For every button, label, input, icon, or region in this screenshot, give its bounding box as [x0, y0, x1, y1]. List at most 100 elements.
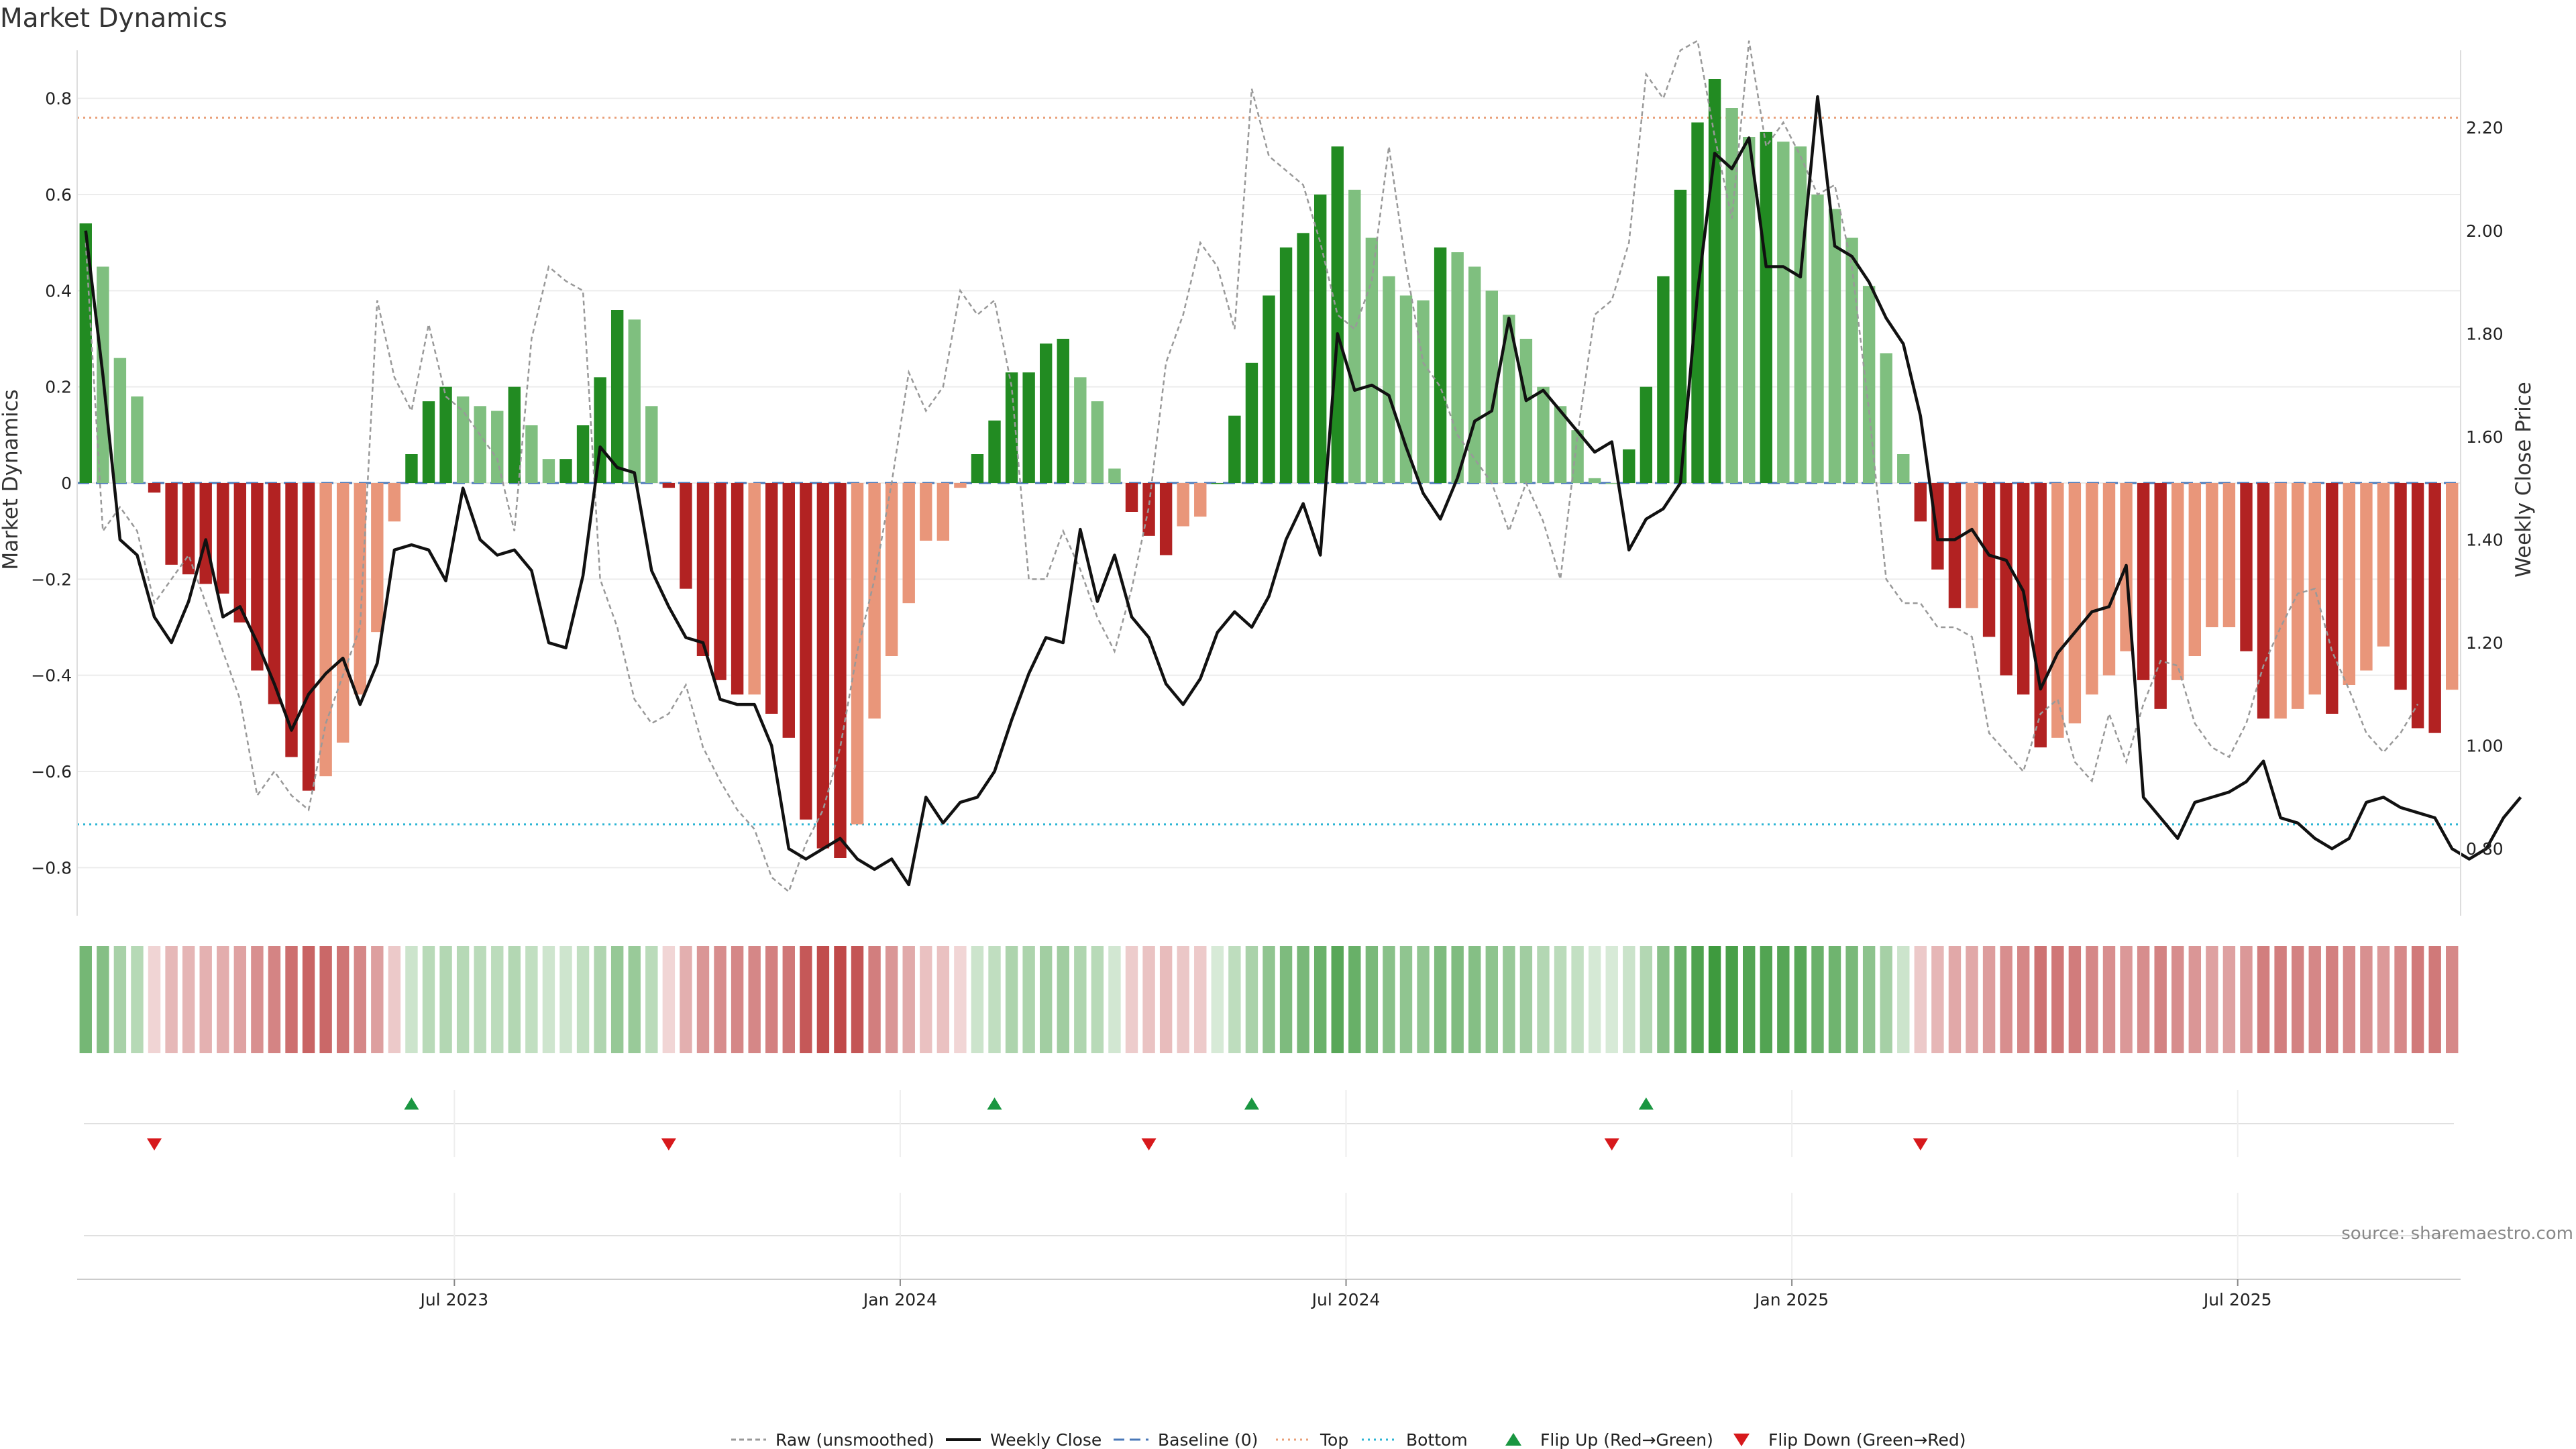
bar-126 [2240, 483, 2253, 651]
bar-8 [217, 483, 229, 594]
axes: 0.8 0.6 0.4 0.2 0 −0.2 −0.4 −0.6 −0.8 2.20 2.00 1.8… [31, 50, 2504, 916]
strip-cell-14 [319, 946, 332, 1053]
bar-37 [714, 483, 727, 680]
strip-cell-126 [2240, 946, 2253, 1053]
bar-122 [2171, 483, 2184, 680]
bar-138 [2446, 483, 2459, 690]
bar-11 [268, 483, 281, 704]
strip-cell-127 [2257, 946, 2270, 1053]
bar-69 [1263, 295, 1275, 483]
strip-cell-24 [491, 946, 504, 1053]
x-tick-label-3: Jan 2025 [1754, 1290, 1829, 1309]
strip-cell-60 [1108, 946, 1121, 1053]
legend-item-6: Flip Down (Green→Red) [1733, 1430, 1966, 1449]
bar-93 [1674, 189, 1687, 483]
strip-cell-83 [1503, 946, 1515, 1053]
y2-tick-label-1: 2.00 [2466, 221, 2504, 241]
bar-26 [525, 425, 538, 483]
bar-83 [1503, 315, 1515, 483]
bar-87 [1571, 430, 1584, 483]
strip-cell-9 [233, 946, 247, 1053]
y2-tick-label-0: 2.20 [2466, 118, 2504, 138]
strip-cell-69 [1263, 946, 1275, 1053]
strip-cell-109 [1948, 946, 1962, 1053]
strip-cell-77 [1399, 946, 1413, 1053]
strip-cell-117 [2086, 946, 2098, 1053]
strip-cell-132 [2343, 946, 2356, 1053]
bar-99 [1777, 142, 1790, 483]
bar-109 [1948, 483, 1962, 608]
bar-36 [696, 483, 710, 656]
strip-cell-42 [800, 946, 812, 1053]
bar-51 [954, 483, 967, 488]
bar-105 [1880, 353, 1892, 483]
strip-cell-67 [1228, 946, 1241, 1053]
bar-53 [988, 420, 1001, 483]
strip-cell-62 [1142, 946, 1155, 1053]
bar-22 [456, 396, 470, 483]
bar-0 [79, 223, 92, 483]
bar-48 [902, 483, 915, 604]
strip-cell-48 [902, 946, 915, 1053]
legend-label-2: Baseline (0) [1158, 1430, 1258, 1449]
strip-cell-17 [371, 946, 384, 1053]
strip-cell-105 [1880, 946, 1892, 1053]
bar-110 [1966, 483, 1978, 608]
strip-cell-92 [1657, 946, 1670, 1053]
bar-56 [1040, 343, 1053, 483]
bar-31 [610, 310, 624, 483]
strip-cell-1 [97, 946, 109, 1053]
strip-cell-121 [2154, 946, 2167, 1053]
y-tick-label-5: −0.2 [31, 570, 72, 589]
strip-cell-3 [131, 946, 144, 1053]
bar-82 [1485, 290, 1498, 483]
strip-cell-66 [1211, 946, 1224, 1053]
strip-cell-41 [782, 946, 795, 1053]
legend-item-3: Top [1276, 1430, 1348, 1449]
bar-115 [2051, 483, 2064, 738]
bar-98 [1760, 131, 1772, 484]
bar-24 [491, 411, 504, 483]
y-tick-label-1: 0.6 [45, 185, 72, 205]
bar-116 [2068, 483, 2082, 724]
bar-74 [1348, 189, 1361, 483]
bar-136 [2411, 483, 2424, 729]
strip-cell-2 [113, 946, 127, 1053]
bar-125 [2222, 483, 2236, 627]
y-tick-label-0: 0.8 [45, 89, 72, 109]
strip-cell-106 [1897, 946, 1910, 1053]
bar-78 [1417, 300, 1430, 483]
y-tick-label-4: 0 [61, 474, 72, 493]
strip-cell-55 [1022, 946, 1035, 1053]
bar-14 [319, 483, 332, 777]
bar-15 [336, 483, 350, 743]
legend-label-4: Bottom [1406, 1430, 1468, 1449]
bar-45 [851, 483, 864, 824]
bar-40 [765, 483, 778, 714]
bar-42 [800, 483, 812, 820]
flip-down-marker-1 [661, 1138, 676, 1150]
bar-90 [1623, 449, 1635, 483]
strip-cell-12 [285, 946, 298, 1053]
strip-cell-74 [1348, 946, 1361, 1053]
strip-cell-84 [1519, 946, 1533, 1053]
x-axis: Jul 2023 Jan 2024 Jul 2024 Jan 2025 Jul 2025 [77, 1279, 2461, 1309]
bar-43 [816, 483, 830, 849]
strip-cell-112 [2000, 946, 2012, 1053]
strip-cell-108 [1931, 946, 1944, 1053]
strip-cell-16 [354, 946, 366, 1053]
strip-cell-43 [816, 946, 830, 1053]
bar-84 [1519, 339, 1533, 483]
strip-cell-19 [405, 946, 418, 1053]
legend-label-3: Top [1320, 1430, 1348, 1449]
x-tick-label-2: Jul 2024 [1311, 1290, 1381, 1309]
strip-cell-136 [2411, 946, 2424, 1053]
strip-cell-75 [1365, 946, 1379, 1053]
strip-cell-58 [1074, 946, 1087, 1053]
bar-80 [1451, 252, 1464, 483]
bar-2 [113, 358, 127, 483]
bar-134 [2377, 483, 2390, 647]
bar-133 [2360, 483, 2373, 671]
strip-cell-31 [610, 946, 624, 1053]
